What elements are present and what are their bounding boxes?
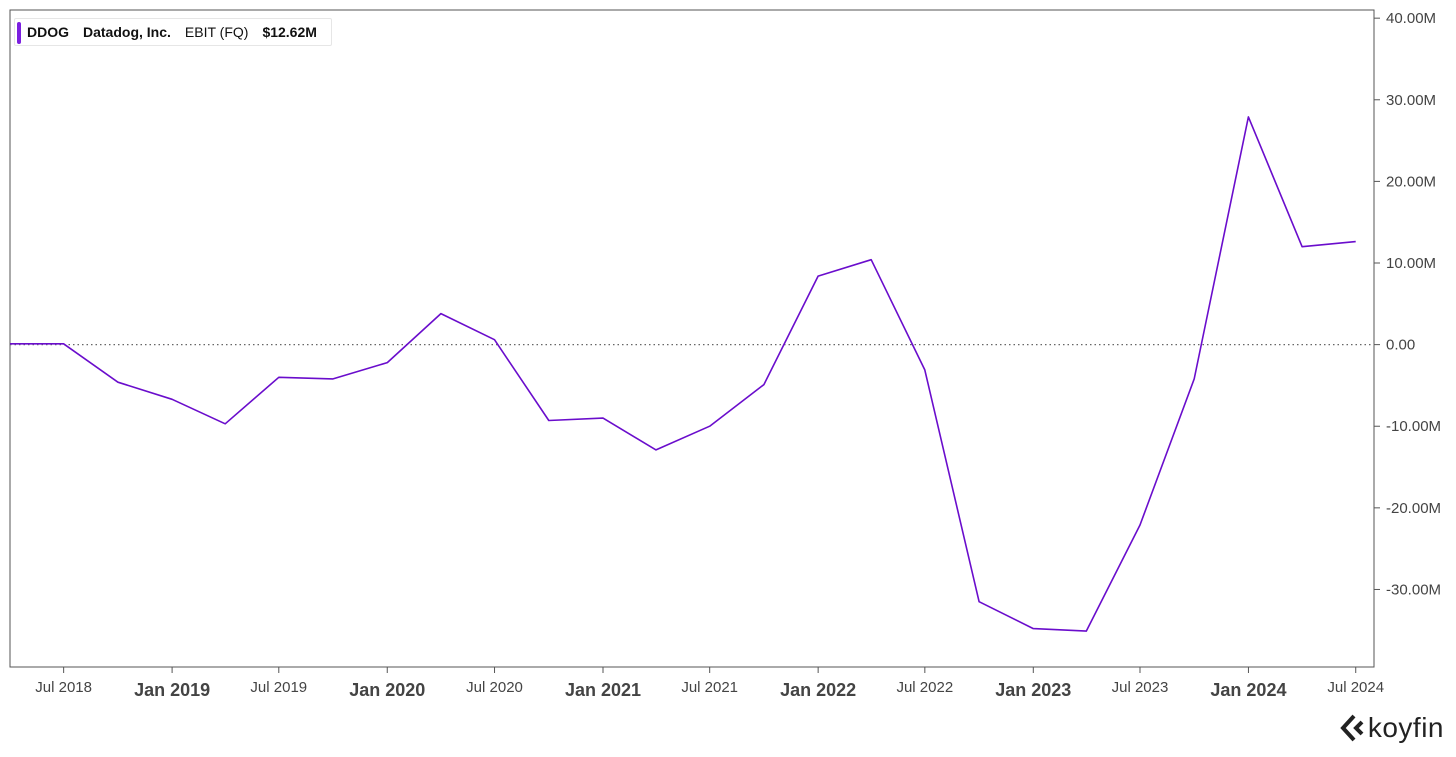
x-tick-label: Jan 2019 — [134, 680, 210, 700]
x-axis-ticks: Jul 2018 Jan 2019 Jul 2019 Jan 2020 Jul 2020… — [35, 667, 1384, 700]
koyfin-logo-icon — [1340, 714, 1364, 742]
x-tick-label: Jul 2023 — [1112, 679, 1169, 696]
brand-name: koyfin — [1367, 712, 1444, 743]
legend-metric: EBIT (FQ) — [184, 24, 249, 40]
y-tick-label: 30.00M — [1386, 92, 1436, 109]
x-tick-label: Jul 2018 — [35, 679, 92, 696]
x-tick-label: Jan 2022 — [780, 680, 856, 700]
series-legend[interactable]: DDOG Datadog, Inc. EBIT (FQ) $12.62M — [14, 18, 332, 46]
y-tick-label: 0.00 — [1386, 337, 1415, 354]
x-tick-label: Jan 2021 — [565, 680, 641, 700]
koyfin-brand[interactable]: koyfin — [1338, 712, 1444, 744]
y-tick-label: -20.00M — [1386, 500, 1441, 517]
x-tick-label: Jan 2023 — [995, 680, 1071, 700]
y-tick-label: 20.00M — [1386, 173, 1436, 190]
x-tick-label: Jul 2020 — [466, 679, 523, 696]
series-color-swatch — [17, 22, 21, 44]
x-tick-label: Jul 2021 — [681, 679, 738, 696]
y-tick-label: -30.00M — [1386, 581, 1441, 598]
plot-border — [9, 9, 1375, 668]
series-layer — [10, 116, 1356, 632]
legend-ticker: DDOG — [27, 24, 69, 40]
plot-frame — [9, 9, 1375, 668]
ebit-series-line[interactable] — [10, 116, 1356, 632]
x-tick-label: Jan 2024 — [1210, 680, 1286, 700]
x-tick-label: Jul 2022 — [896, 679, 953, 696]
y-axis-ticks: 40.00M 30.00M 20.00M 10.00M 0.00 -10.00M -20.0… — [1374, 10, 1441, 598]
x-tick-label: Jan 2020 — [349, 680, 425, 700]
y-tick-label: -10.00M — [1386, 418, 1441, 435]
x-tick-label: Jul 2019 — [250, 679, 307, 696]
legend-value: $12.62M — [262, 24, 317, 40]
y-tick-label: 10.00M — [1386, 255, 1436, 272]
x-tick-label: Jul 2024 — [1327, 679, 1384, 696]
legend-company: Datadog, Inc. — [83, 24, 171, 40]
y-tick-label: 40.00M — [1386, 10, 1436, 27]
